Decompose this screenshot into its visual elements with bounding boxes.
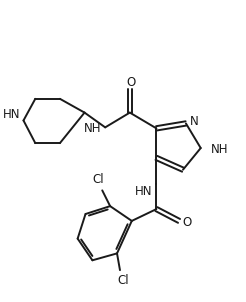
- Text: HN: HN: [3, 108, 20, 121]
- Text: Cl: Cl: [92, 173, 104, 186]
- Text: NH: NH: [84, 122, 101, 135]
- Text: O: O: [126, 76, 136, 88]
- Text: HN: HN: [135, 185, 153, 198]
- Text: N: N: [190, 115, 199, 128]
- Text: O: O: [182, 216, 192, 230]
- Text: NH: NH: [211, 143, 228, 156]
- Text: Cl: Cl: [117, 275, 129, 288]
